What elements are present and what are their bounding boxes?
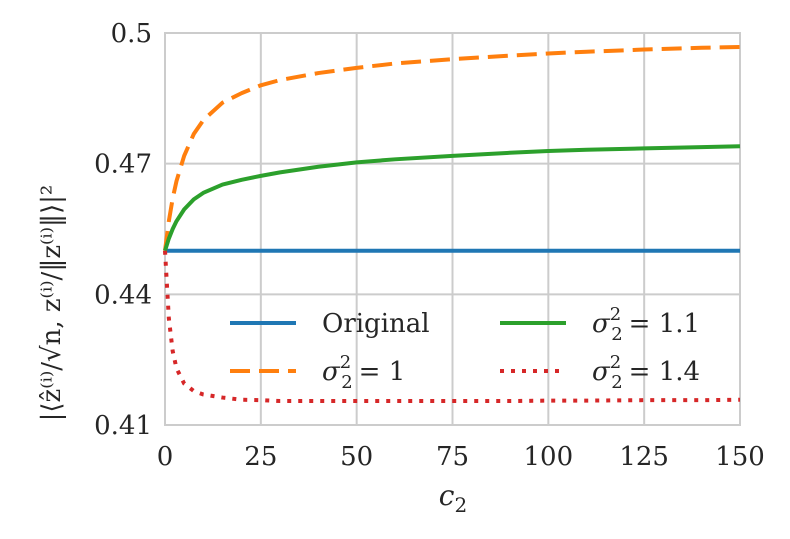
axes-frame bbox=[164, 32, 741, 426]
x-tick-label: 25 bbox=[244, 442, 277, 472]
series-line bbox=[163, 144, 741, 252]
y-axis: 0.41 0.44 0.47 0.5 bbox=[94, 19, 152, 441]
series-line bbox=[163, 250, 741, 404]
x-tick-label: 150 bbox=[715, 442, 765, 472]
legend-item: σ2 2 = 1.4 bbox=[500, 352, 700, 393]
legend-label: σ2 2 = 1.1 bbox=[592, 304, 700, 345]
x-tick-label: 125 bbox=[619, 442, 669, 472]
legend-item: σ2 2 = 1.1 bbox=[500, 304, 700, 345]
x-tick-label: 100 bbox=[524, 442, 574, 472]
x-axis-label: c2 bbox=[439, 479, 467, 517]
plot-area bbox=[163, 44, 741, 404]
y-tick-label: 0.47 bbox=[94, 150, 152, 180]
x-tick-label: 50 bbox=[340, 442, 373, 472]
y-axis-label: |⟨ẑ⁽ⁱ⁾/√n, z⁽ⁱ⁾/‖z⁽ⁱ⁾‖⟩|² bbox=[37, 185, 67, 422]
y-tick-label: 0.5 bbox=[111, 19, 152, 49]
legend-label: σ2 2 = 1.4 bbox=[592, 352, 700, 393]
legend: Original σ2 2 = 1.1 σ2 2 = 1 σ2 2 = 1.4 bbox=[230, 304, 700, 393]
legend-label: Original bbox=[322, 309, 430, 339]
x-axis: 0 25 50 75 100 125 150 bbox=[157, 442, 765, 472]
y-tick-label: 0.44 bbox=[94, 280, 152, 310]
x-tick-label: 75 bbox=[436, 442, 469, 472]
y-tick-label: 0.41 bbox=[94, 411, 152, 441]
x-tick-label: 0 bbox=[157, 442, 174, 472]
legend-label: σ2 2 = 1 bbox=[322, 352, 405, 393]
axes-border bbox=[164, 32, 741, 426]
legend-item: Original bbox=[230, 309, 430, 339]
legend-item: σ2 2 = 1 bbox=[230, 352, 405, 393]
